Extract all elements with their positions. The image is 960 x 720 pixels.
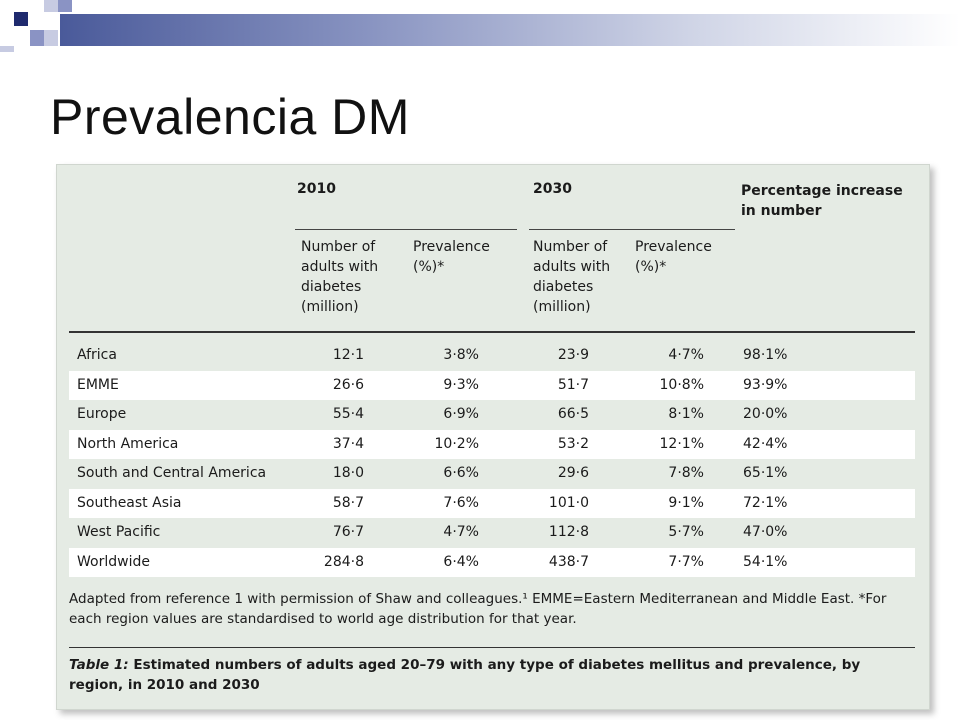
table-row: Worldwide 284·8 6·4% 438·7 7·7% 54·1%	[69, 547, 915, 577]
region-cell: South and Central America	[77, 465, 267, 481]
region-cell: EMME	[77, 376, 119, 393]
count-2030-cell: 53·2	[557, 435, 589, 452]
subheader-prevalence-2010: Prevalence (%)*	[413, 239, 490, 275]
count-2030-cell: 101·0	[548, 494, 589, 511]
count-2010-cell: 76·7	[332, 524, 364, 540]
prevalence-2010-cell: 6·9%	[443, 406, 479, 422]
prevalence-2030-cell: 9·1%	[668, 494, 704, 511]
caption-rule	[69, 647, 915, 648]
caption-text: Estimated numbers of adults aged 20–79 w…	[69, 657, 861, 693]
table-row: South and Central America 18·0 6·6% 29·6…	[69, 459, 915, 489]
table-caption: Table 1: Estimated numbers of adults age…	[69, 655, 919, 695]
header-underline-2010	[295, 229, 517, 230]
region-cell: Europe	[77, 406, 127, 422]
region-cell: North America	[77, 435, 179, 452]
prevalence-2010-cell: 7·6%	[443, 494, 479, 511]
table-row: Africa 12·1 3·8% 23·9 4·7% 98·1%	[69, 341, 915, 371]
decor-square	[14, 12, 28, 26]
increase-cell: 93·9%	[743, 376, 788, 393]
count-2010-cell: 55·4	[332, 406, 364, 422]
header-rule	[69, 331, 915, 333]
prevalence-2030-cell: 10·8%	[659, 376, 704, 393]
table-row: West Pacific 76·7 4·7% 112·8 5·7% 47·0%	[69, 518, 915, 548]
table-row: EMME 26·6 9·3% 51·7 10·8% 93·9%	[69, 370, 915, 400]
prevalence-2030-cell: 7·8%	[668, 465, 704, 481]
count-2030-cell: 112·8	[548, 524, 589, 540]
increase-cell: 65·1%	[743, 465, 788, 481]
count-2030-cell: 438·7	[548, 553, 589, 570]
prevalence-2010-cell: 6·4%	[443, 553, 479, 570]
header-2010: 2010	[297, 181, 336, 197]
count-2010-cell: 58·7	[332, 494, 364, 511]
slide-title: Prevalencia DM	[50, 89, 410, 145]
data-rows: Africa 12·1 3·8% 23·9 4·7% 98·1% EMME 26…	[69, 341, 915, 577]
prevalence-2010-cell: 3·8%	[443, 347, 479, 363]
region-cell: West Pacific	[77, 524, 161, 540]
prevalence-2010-cell: 9·3%	[443, 376, 479, 393]
table-row: Southeast Asia 58·7 7·6% 101·0 9·1% 72·1…	[69, 488, 915, 518]
count-2030-cell: 29·6	[557, 465, 589, 481]
header-underline-2030	[529, 229, 735, 230]
prevalence-2010-cell: 4·7%	[443, 524, 479, 540]
count-2010-cell: 37·4	[332, 435, 364, 452]
increase-cell: 54·1%	[743, 553, 788, 570]
table-footnote: Adapted from reference 1 with permission…	[69, 591, 887, 627]
prevalence-2010-cell: 10·2%	[434, 435, 479, 452]
prevalence-2030-cell: 8·1%	[668, 406, 704, 422]
decor-square	[0, 46, 14, 52]
count-2030-cell: 66·5	[557, 406, 589, 422]
prevalence-2010-cell: 6·6%	[443, 465, 479, 481]
decor-square	[44, 30, 58, 46]
increase-cell: 47·0%	[743, 524, 788, 540]
count-2030-cell: 51·7	[557, 376, 589, 393]
subheader-number-2010: Number of adults with diabetes (million)	[301, 239, 379, 315]
count-2010-cell: 26·6	[332, 376, 364, 393]
decor-gradient-bar	[60, 14, 960, 46]
count-2010-cell: 284·8	[323, 553, 364, 570]
count-2010-cell: 18·0	[332, 465, 364, 481]
increase-cell: 72·1%	[743, 494, 788, 511]
prevalence-2030-cell: 5·7%	[668, 524, 704, 540]
increase-cell: 42·4%	[743, 435, 788, 452]
region-cell: Southeast Asia	[77, 494, 182, 511]
table-row: North America 37·4 10·2% 53·2 12·1% 42·4…	[69, 429, 915, 459]
decor-square	[58, 0, 72, 12]
prevalence-2030-cell: 4·7%	[668, 347, 704, 363]
decorative-header-band	[0, 0, 960, 52]
count-2010-cell: 12·1	[332, 347, 364, 363]
subheader-prevalence-2030: Prevalence (%)*	[635, 239, 712, 275]
decor-square	[44, 0, 58, 12]
count-2030-cell: 23·9	[557, 347, 589, 363]
header-2030: 2030	[533, 181, 572, 197]
region-cell: Africa	[77, 347, 117, 363]
prevalence-2030-cell: 12·1%	[659, 435, 704, 452]
increase-cell: 20·0%	[743, 406, 788, 422]
caption-label: Table 1:	[69, 657, 129, 673]
header-percentage-increase: Percentage increase in number	[741, 183, 903, 219]
table-figure: 2010 2030 Percentage increase in number …	[56, 164, 930, 710]
prevalence-2030-cell: 7·7%	[668, 553, 704, 570]
increase-cell: 98·1%	[743, 347, 788, 363]
subheader-number-2030: Number of adults with diabetes (million)	[533, 239, 611, 315]
table-row: Europe 55·4 6·9% 66·5 8·1% 20·0%	[69, 400, 915, 430]
decor-square	[30, 30, 44, 46]
region-cell: Worldwide	[77, 553, 150, 570]
